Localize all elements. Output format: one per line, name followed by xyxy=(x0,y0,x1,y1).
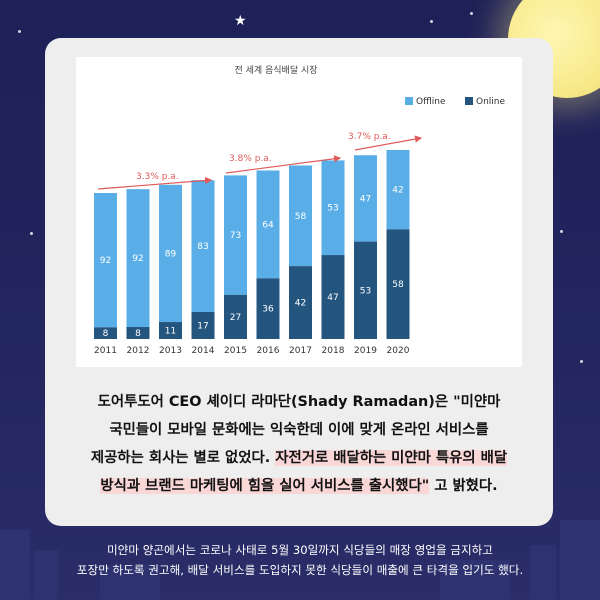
growth-label: 3.8% p.a. xyxy=(229,154,272,164)
bar-offline-2018 xyxy=(321,160,345,256)
star-dot xyxy=(30,232,33,235)
bar-offline-2017 xyxy=(289,165,312,267)
bar-online-2016 xyxy=(256,278,280,339)
bar-offline-2015 xyxy=(224,175,247,295)
footer-caption: 미얀마 양곤에서는 코로나 사태로 5월 30일까지 식당들의 매장 영업을 금… xyxy=(20,540,580,580)
label-offline-2014: 83 xyxy=(197,242,208,252)
quote-highlight-1: 자전거로 배달하는 미얀마 특유의 배달 xyxy=(275,450,508,466)
legend-swatch-online xyxy=(465,97,473,105)
label-online-2015: 27 xyxy=(230,313,241,323)
quote-line-4-plain: 고 밝혔다. xyxy=(429,478,498,494)
bar-online-2011 xyxy=(94,327,117,339)
bars-group: 92 8 92 8 89 11 83 17 73 27 64 36 58 42 53 47 47 53 42 58 xyxy=(94,150,410,339)
quote-line-3: 제공하는 회사는 별로 없었다. 자전거로 배달하는 미얀마 특유의 배달 xyxy=(57,444,541,472)
x-tick-2016: 2016 xyxy=(257,346,280,356)
chart-title: 전 세계 음식배달 시장 xyxy=(234,64,317,76)
quote-line-1: 도어투도어 CEO 셰이디 라마단(Shady Ramadan)은 "미얀마 xyxy=(97,394,501,410)
growth-arrow xyxy=(97,176,213,190)
stacked-bar-chart: 전 세계 음식배달 시장 Offline Online 92 8 92 8 89 11 83… xyxy=(94,64,505,356)
star-dot xyxy=(430,20,433,23)
x-tick-2020: 2020 xyxy=(387,346,410,356)
growth-arrow xyxy=(225,155,342,174)
bar-offline-2019 xyxy=(354,155,377,242)
content-card: 전 세계 음식배달 시장 Offline Online 92 8 92 8 89 11 83… xyxy=(45,38,553,526)
growth-arrow xyxy=(354,135,423,151)
x-tick-2018: 2018 xyxy=(322,346,345,356)
growth-label: 3.7% p.a. xyxy=(348,132,391,142)
x-tick-2011: 2011 xyxy=(94,346,117,356)
label-online-2016: 36 xyxy=(262,305,274,315)
city-skyline xyxy=(0,520,600,600)
star-icon: ★ xyxy=(234,13,247,29)
bar-online-2018 xyxy=(321,255,345,339)
star-dot xyxy=(580,360,583,363)
bar-offline-2014 xyxy=(191,180,215,312)
bar-online-2014 xyxy=(191,311,215,339)
x-tick-2014: 2014 xyxy=(192,346,215,356)
star-dot xyxy=(18,30,21,33)
bar-online-2019 xyxy=(354,241,377,339)
label-online-2018: 47 xyxy=(327,293,338,303)
quote-line-2: 국민들이 모바일 문화에는 익숙한데 이에 맞게 온라인 서비스를 xyxy=(109,422,489,438)
label-online-2020: 58 xyxy=(392,280,404,290)
label-offline-2017: 58 xyxy=(295,212,307,222)
chart-panel: 전 세계 음식배달 시장 Offline Online 92 8 92 8 89 11 83… xyxy=(76,57,522,367)
label-offline-2018: 53 xyxy=(327,204,338,214)
label-online-2013: 11 xyxy=(165,327,176,337)
x-tick-2015: 2015 xyxy=(224,346,247,356)
bar-offline-2011 xyxy=(94,193,117,328)
label-online-2012: 8 xyxy=(135,329,141,339)
x-tick-2012: 2012 xyxy=(127,346,150,356)
bar-online-2017 xyxy=(289,266,312,339)
quote-line-3-plain: 제공하는 회사는 별로 없었다. xyxy=(90,450,276,466)
bar-offline-2012 xyxy=(126,189,150,328)
quote-highlight-2: 방식과 브랜드 마케팅에 힘을 실어 서비스를 출시했다" xyxy=(100,478,430,494)
star-dot xyxy=(470,12,473,15)
growth-annotations: 3.3% p.a. 3.8% p.a. 3.7% p.a. xyxy=(97,132,423,190)
footer-line-2: 포장만 하도록 권고해, 배달 서비스를 도입하지 못한 식당들이 매출에 큰 … xyxy=(76,563,524,577)
bar-online-2013 xyxy=(159,322,182,339)
x-tick-2013: 2013 xyxy=(159,346,182,356)
x-axis-labels: 2011 2012 2013 2014 2015 2016 2017 2018 2019 2020 xyxy=(94,346,410,356)
x-tick-2019: 2019 xyxy=(354,346,377,356)
label-offline-2015: 73 xyxy=(230,231,241,241)
x-tick-2017: 2017 xyxy=(289,346,312,356)
quote-line-4: 방식과 브랜드 마케팅에 힘을 실어 서비스를 출시했다" 고 밝혔다. xyxy=(57,472,541,500)
label-online-2019: 53 xyxy=(360,286,371,296)
label-offline-2012: 92 xyxy=(132,254,143,264)
legend-label-online: Online xyxy=(476,97,505,107)
bar-offline-2016 xyxy=(256,170,280,279)
footer-line-1: 미얀마 양곤에서는 코로나 사태로 5월 30일까지 식당들의 매장 영업을 금… xyxy=(107,543,493,557)
legend-swatch-offline xyxy=(405,97,413,105)
label-offline-2016: 64 xyxy=(262,220,274,230)
label-offline-2011: 92 xyxy=(100,256,111,266)
growth-label: 3.3% p.a. xyxy=(136,172,179,182)
label-offline-2013: 89 xyxy=(165,249,177,259)
bar-offline-2020 xyxy=(386,150,410,230)
quote-paragraph: 도어투도어 CEO 셰이디 라마단(Shady Ramadan)은 "미얀마 국… xyxy=(57,388,541,500)
bar-online-2012 xyxy=(126,327,150,339)
star-dot xyxy=(560,230,563,233)
label-online-2011: 8 xyxy=(103,329,109,339)
label-offline-2020: 42 xyxy=(392,186,403,196)
bar-online-2020 xyxy=(386,229,410,339)
bar-offline-2013 xyxy=(159,184,182,323)
label-online-2014: 17 xyxy=(197,321,208,331)
label-online-2017: 42 xyxy=(295,299,306,309)
legend-label-offline: Offline xyxy=(416,97,446,107)
label-offline-2019: 47 xyxy=(360,194,371,204)
bar-online-2015 xyxy=(224,294,247,339)
